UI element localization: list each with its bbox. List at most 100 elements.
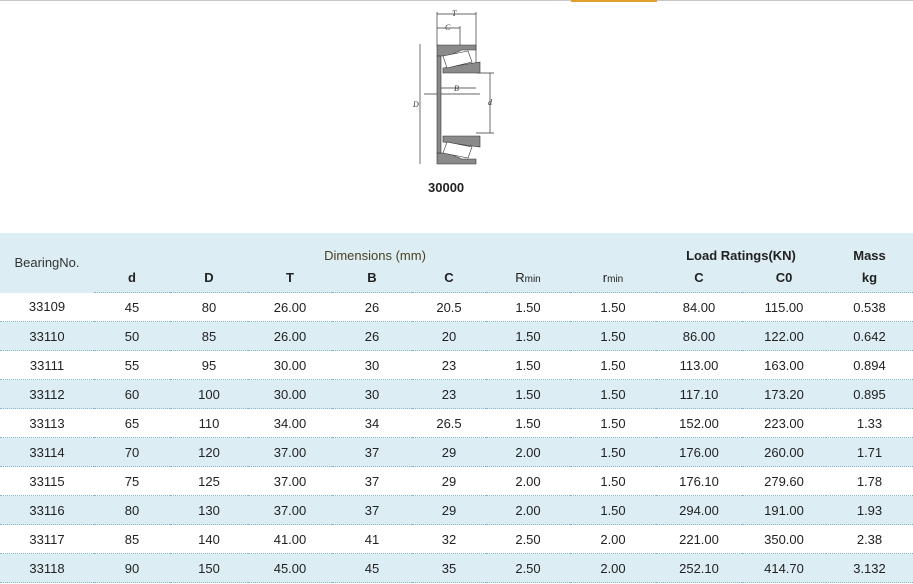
table-cell: 0.895 [826,379,913,409]
table-cell: 1.50 [486,379,570,409]
table-cell: 23 [412,350,486,380]
table-cell: 35 [412,553,486,583]
table-cell: 90 [94,553,170,583]
col-d: d [94,263,170,293]
table-cell: 41.00 [248,524,332,554]
table-cell: 33117 [0,524,94,554]
table-cell: 30 [332,350,412,380]
top-accent-bar [571,0,657,2]
table-cell: 163.00 [742,350,826,380]
table-cell: 33109 [0,292,94,322]
table-row: 33112 60 100 30.00 30 23 1.50 1.50 117.10 173.20 0… [0,379,913,409]
table-cell: 37.00 [248,437,332,467]
table-cell: 1.50 [570,466,656,496]
table-cell: 176.00 [656,437,742,467]
col-kg: kg [826,263,913,293]
table-cell: 100 [170,379,248,409]
label-B: B [454,84,459,93]
table-cell: 34.00 [248,408,332,438]
table-cell: 84.00 [656,292,742,322]
table-cell: 0.538 [826,292,913,322]
label-d: d [488,98,493,107]
table-cell: 1.50 [570,437,656,467]
rmin-small-sub: min [607,274,624,285]
table-cell: 1.50 [570,292,656,322]
table-cell: 1.50 [570,379,656,409]
table-cell: 33114 [0,437,94,467]
col-group-mass: Mass [826,233,913,263]
table-cell: 29 [412,495,486,525]
table-cell: 85 [170,321,248,351]
rmin-main: R [515,270,525,285]
table-cell: 117.10 [656,379,742,409]
table-cell: 1.93 [826,495,913,525]
table-cell: 125 [170,466,248,496]
table-cell: 1.50 [570,350,656,380]
col-Rmin: Rmin [486,263,570,293]
table-cell: 70 [94,437,170,467]
table-cell: 75 [94,466,170,496]
table-cell: 34 [332,408,412,438]
table-cell: 2.00 [486,495,570,525]
table-cell: 33116 [0,495,94,525]
header-row: BearingNo. Dimensions (mm) Load Ratings(… [0,233,913,293]
table-row: 33113 65 110 34.00 34 26.5 1.50 1.50 152.00 223.0… [0,408,913,438]
subheader-row: d D T B C Rmin rmin C C0 kg [0,263,913,293]
table-cell: 50 [94,321,170,351]
top-border [0,0,913,1]
table-cell: 1.33 [826,408,913,438]
table-cell: 45 [94,292,170,322]
table-row: 33109 45 80 26.00 26 20.5 1.50 1.50 84.00 115.00 0… [0,292,913,322]
table-cell: 115.00 [742,292,826,322]
table-cell: 30 [332,379,412,409]
table-cell: 33112 [0,379,94,409]
table-cell: 2.00 [486,437,570,467]
table-cell: 37 [332,437,412,467]
col-group-load-ratings: Load Ratings(KN) [656,233,826,263]
table-cell: 37.00 [248,495,332,525]
table-cell: 2.50 [486,553,570,583]
figure-caption: 30000 [428,180,465,195]
table-cell: 95 [170,350,248,380]
table-cell: 122.00 [742,321,826,351]
rmin-small-main: r [602,270,608,285]
table-row: 33110 50 85 26.00 26 20 1.50 1.50 86.00 122.00 0.6… [0,321,913,351]
table-cell: 3.132 [826,553,913,583]
table-cell: 110 [170,408,248,438]
table-cell: 252.10 [656,553,742,583]
col-group-dimensions: Dimensions (mm) [94,233,656,263]
table-cell: 32 [412,524,486,554]
table-cell: 279.60 [742,466,826,496]
table-cell: 173.20 [742,379,826,409]
table-cell: 30.00 [248,379,332,409]
table-cell: 33115 [0,466,94,496]
label-C: C [445,23,451,32]
col-C: C [412,263,486,293]
table-cell: 26 [332,321,412,351]
table-cell: 29 [412,466,486,496]
table-cell: 176.10 [656,466,742,496]
table-cell: 29 [412,437,486,467]
table-cell: 223.00 [742,408,826,438]
table-cell: 20 [412,321,486,351]
table-cell: 1.50 [486,408,570,438]
table-cell: 37 [332,466,412,496]
table-cell: 80 [94,495,170,525]
table-cell: 30.00 [248,350,332,380]
table-row: 33115 75 125 37.00 37 29 2.00 1.50 176.10 279.60 1… [0,466,913,496]
table-cell: 45.00 [248,553,332,583]
table-cell: 2.38 [826,524,913,554]
label-T: T [452,9,457,18]
table-cell: 41 [332,524,412,554]
tapered-roller-bearing-diagram: T C B D d [412,9,494,165]
table-cell: 23 [412,379,486,409]
table-cell: 33118 [0,553,94,583]
table-cell: 113.00 [656,350,742,380]
table-cell: 260.00 [742,437,826,467]
table-cell: 1.50 [486,321,570,351]
table-cell: 120 [170,437,248,467]
label-D: D [412,100,419,109]
table-cell: 26.00 [248,292,332,322]
table-cell: 26.00 [248,321,332,351]
table-cell: 1.50 [570,495,656,525]
